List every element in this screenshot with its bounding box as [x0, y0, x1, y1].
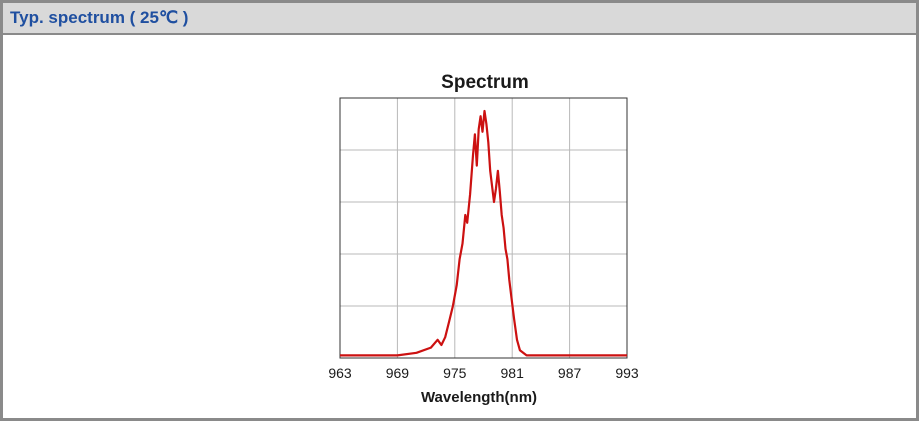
x-tick-label: 975	[443, 365, 467, 381]
chart-title: Spectrum	[441, 72, 529, 93]
x-tick-label: 963	[328, 365, 352, 381]
series-line	[340, 109, 627, 357]
x-tick-label: 981	[501, 365, 525, 381]
x-axis-label: Wavelength(nm)	[421, 389, 537, 406]
section-title: Typ. spectrum ( 25℃ )	[10, 8, 189, 27]
chart-grid	[340, 98, 627, 358]
spectrum-chart: Spectrum 963 969 975 981 987 993 Wavelength(n…	[328, 72, 639, 406]
section-header: Typ. spectrum ( 25℃ )	[3, 3, 916, 35]
plot-area	[339, 97, 628, 359]
x-tick-label: 993	[615, 365, 639, 381]
x-tick-label: 969	[386, 365, 410, 381]
x-axis-ticks: 963 969 975 981 987 993	[328, 365, 639, 381]
x-tick-label: 987	[558, 365, 582, 381]
